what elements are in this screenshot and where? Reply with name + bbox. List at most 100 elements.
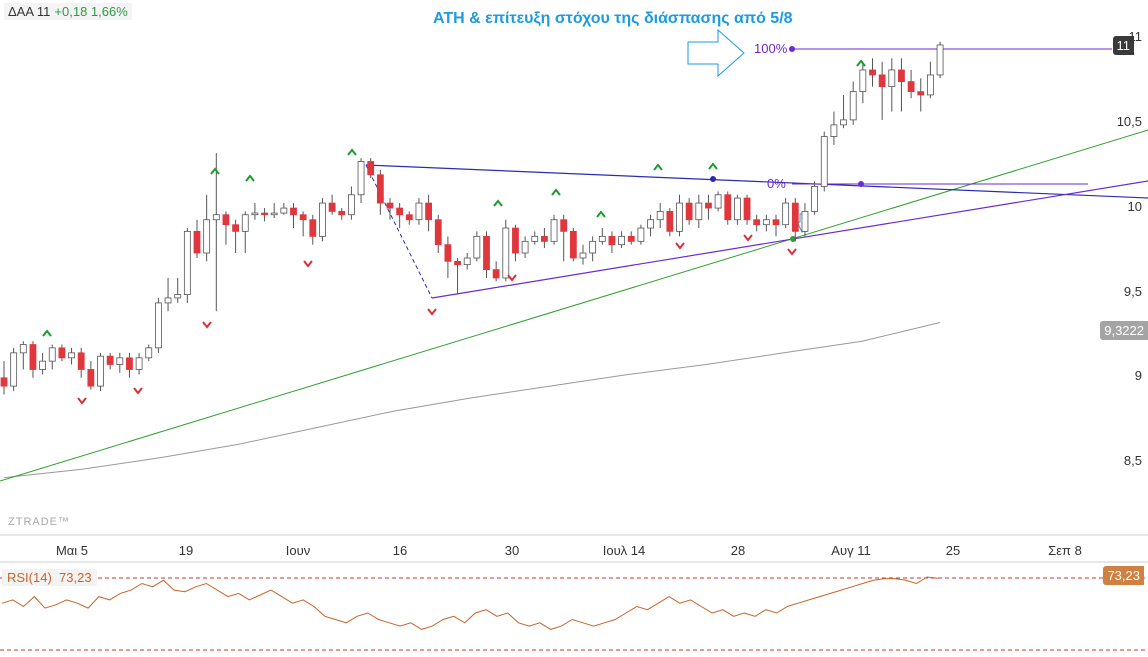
candle-body [695, 202, 703, 221]
chart-annotation: ATH & επίτευξη στόχου της διάσπασης από … [433, 10, 793, 27]
candle-body [48, 347, 56, 362]
fractal-up-icon [596, 210, 606, 218]
x-tick: Μαι 5 [55, 543, 89, 558]
candle-body [676, 202, 683, 232]
fractal-up-icon [551, 188, 561, 196]
fractal-down-icon [303, 260, 313, 268]
candle-body [656, 210, 664, 221]
fractal-down-icon [507, 274, 517, 282]
candle-body [212, 214, 220, 221]
candle-body [927, 74, 934, 96]
candle-body [753, 219, 761, 226]
candle-body [328, 202, 336, 212]
candle-body [154, 302, 162, 349]
candle-body [762, 219, 770, 226]
candle-body [357, 161, 365, 196]
candle-body [840, 119, 847, 126]
candle-body [338, 210, 346, 216]
x-tick: 28 [730, 543, 746, 558]
candle-body [473, 235, 481, 259]
fractal-up-icon [347, 148, 357, 156]
candle-body [58, 347, 66, 359]
touch-point [790, 236, 796, 242]
candle-body [579, 252, 587, 259]
fractal-up-icon [653, 163, 663, 171]
arrow-annotation [687, 28, 745, 78]
x-tick: Ιουλ 14 [602, 543, 646, 558]
candle-body [174, 294, 182, 299]
candle-body [560, 219, 568, 232]
candle-body [714, 194, 722, 209]
last-price-badge: 11 [1112, 36, 1134, 55]
candle-body [97, 355, 104, 387]
fractal-down-icon [427, 308, 437, 316]
y-tick: 9 [1134, 368, 1142, 383]
rsi-value: 73,23 [59, 570, 92, 585]
rsi-value-badge: 73,23 [1103, 566, 1144, 585]
candle-body [705, 202, 712, 209]
candle-body [232, 224, 240, 232]
symbol-header: ΔΑΑ 11 +0,18 1,66% [4, 3, 132, 20]
lower-triangle-line [431, 180, 1148, 299]
candle-body [878, 74, 886, 88]
y-tick: 11 [1128, 29, 1143, 44]
fractal-down-icon [202, 321, 212, 329]
candle-body [454, 260, 461, 266]
candle-body [608, 235, 616, 246]
fib-100-label: 100% [754, 41, 788, 56]
candle-body [39, 360, 46, 370]
candle-body [222, 214, 230, 226]
candle-body [87, 369, 95, 387]
candle-body [801, 210, 809, 232]
candle-body [772, 219, 780, 226]
upper-triangle-line [365, 164, 1148, 199]
candle-body [280, 207, 288, 214]
candle-body [367, 161, 375, 176]
candle-body [589, 240, 597, 254]
candle-body [869, 69, 876, 76]
candle-body [898, 69, 905, 83]
candle-body [319, 202, 326, 237]
candle-body [251, 212, 259, 216]
candle-body [666, 210, 674, 232]
candle-body [270, 212, 278, 216]
candle-body [68, 352, 75, 359]
candle-body [724, 194, 732, 221]
y-tick: 8,5 [1123, 453, 1142, 468]
x-tick: Ιουν [285, 543, 311, 558]
candle-body [425, 202, 433, 221]
candle-body [126, 357, 133, 370]
candle-body [569, 230, 577, 259]
candle-body [907, 81, 915, 92]
fractal-up-icon [708, 162, 718, 170]
candle-body [743, 197, 751, 221]
moving-average-line [3, 322, 941, 479]
candle-body [261, 212, 268, 216]
candle-body [820, 136, 828, 187]
candle-body [193, 230, 201, 254]
fractal-down-icon [77, 397, 87, 405]
watermark: ZTRADE™ [8, 516, 70, 528]
symbol-name: ΔΑΑ 11 [8, 4, 51, 19]
candle-body [183, 230, 191, 295]
candle-body [541, 235, 548, 242]
candle-body [811, 186, 818, 212]
rsi-label: RSI(14) 73,23 [2, 569, 97, 586]
candle-body [463, 257, 471, 266]
candle-body [521, 240, 529, 254]
candle-body [550, 219, 558, 242]
rsi-name: RSI(14) [7, 570, 52, 585]
fractal-up-icon [856, 59, 866, 67]
x-tick: Αυγ 11 [831, 543, 871, 558]
fractal-down-icon [743, 234, 753, 242]
candle-body [135, 357, 143, 370]
candle-body [241, 214, 249, 232]
candle-body [386, 202, 394, 209]
symbol-change: +0,18 1,66% [54, 4, 128, 19]
candle-body [116, 357, 124, 365]
fractal-down-icon [675, 242, 685, 250]
candle-body [830, 124, 838, 137]
fractal-down-icon [133, 387, 143, 395]
candle-body [598, 235, 606, 242]
